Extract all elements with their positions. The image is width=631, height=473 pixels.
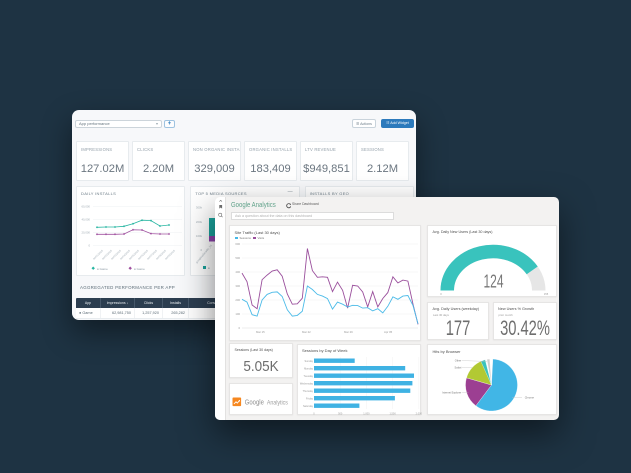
svg-text:124: 124: [483, 272, 503, 292]
svg-text:Safari: Safari: [455, 366, 462, 370]
svg-text:100k: 100k: [196, 234, 203, 238]
svg-text:1,500: 1,500: [389, 413, 396, 416]
svg-text:Tuesday: Tuesday: [304, 375, 314, 378]
svg-text:1,000: 1,000: [363, 413, 370, 416]
svg-text:500: 500: [235, 256, 240, 260]
svg-text:0: 0: [313, 413, 315, 416]
svg-text:100: 100: [235, 312, 240, 316]
svg-text:0: 0: [88, 244, 90, 248]
svg-text:Mar 29: Mar 29: [344, 330, 353, 334]
svg-text:04/09/2018: 04/09/2018: [164, 248, 176, 260]
svg-text:Visits: Visits: [258, 236, 265, 240]
svg-text:300: 300: [235, 284, 240, 288]
svg-text:0: 0: [201, 248, 203, 252]
svg-text:500: 500: [338, 413, 343, 416]
svg-text:Monday: Monday: [304, 368, 314, 371]
svg-text:Sunday: Sunday: [305, 360, 314, 363]
svg-text:0: 0: [238, 326, 240, 330]
svg-text:● Game: ● Game: [134, 267, 145, 271]
svg-text:155: 155: [544, 292, 549, 296]
svg-text:600: 600: [235, 242, 240, 246]
svg-text:●: ●: [208, 266, 210, 270]
svg-text:200: 200: [235, 298, 240, 302]
svg-text:Mar 22: Mar 22: [302, 330, 311, 334]
svg-text:40,000: 40,000: [81, 218, 90, 222]
svg-text:Sessions: Sessions: [240, 236, 252, 240]
svg-text:Chrome: Chrome: [525, 396, 535, 400]
svg-text:Mar 15: Mar 15: [256, 330, 265, 334]
svg-text:Friday: Friday: [306, 398, 314, 401]
svg-text:Thursday: Thursday: [303, 390, 314, 393]
svg-text:Other: Other: [455, 359, 462, 363]
svg-text:● Game: ● Game: [97, 267, 108, 271]
svg-text:Analytics: Analytics: [266, 400, 287, 406]
svg-text:20,000: 20,000: [81, 231, 90, 235]
svg-text:300k: 300k: [196, 206, 203, 210]
svg-text:Wednesday: Wednesday: [300, 383, 314, 386]
svg-text:Saturday: Saturday: [303, 405, 314, 408]
svg-text:Internet Explorer: Internet Explorer: [442, 391, 461, 395]
svg-text:400: 400: [235, 270, 240, 274]
svg-text:Apr 05: Apr 05: [384, 330, 393, 334]
svg-text:2,000: 2,000: [416, 413, 423, 416]
svg-text:googleadwords_int: googleadwords_int: [195, 243, 213, 264]
svg-text:Google: Google: [244, 399, 264, 407]
svg-text:200k: 200k: [196, 220, 203, 224]
svg-text:0: 0: [440, 292, 442, 296]
svg-text:60,000: 60,000: [81, 205, 90, 209]
